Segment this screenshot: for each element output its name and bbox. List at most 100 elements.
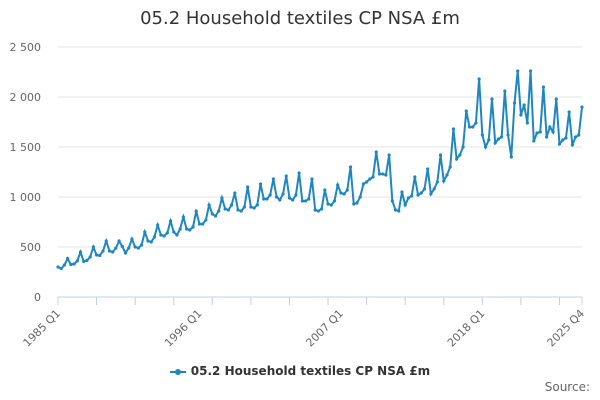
data-point bbox=[78, 250, 83, 254]
y-tick-label: 2 500 bbox=[10, 41, 42, 54]
y-tick-label: 0 bbox=[34, 291, 41, 304]
data-point bbox=[184, 227, 189, 231]
data-point bbox=[146, 239, 150, 243]
data-point bbox=[413, 175, 417, 179]
data-point bbox=[519, 113, 523, 117]
data-point bbox=[246, 185, 250, 189]
data-point bbox=[69, 262, 73, 267]
data-point bbox=[477, 77, 481, 81]
data-point bbox=[393, 208, 398, 212]
data-point bbox=[416, 193, 420, 197]
data-point bbox=[400, 190, 404, 194]
gridlines bbox=[58, 46, 582, 248]
data-point bbox=[62, 263, 67, 267]
data-point bbox=[445, 173, 449, 177]
y-axis-labels: 0 500 1 000 1 500 2 000 2 500 bbox=[10, 41, 42, 304]
data-point bbox=[500, 135, 504, 139]
data-point bbox=[451, 127, 456, 131]
data-point bbox=[461, 145, 465, 149]
data-point bbox=[165, 231, 169, 235]
y-tick-label: 2 000 bbox=[10, 91, 42, 104]
data-point bbox=[226, 208, 230, 212]
data-point bbox=[82, 259, 86, 264]
data-point bbox=[384, 173, 388, 177]
data-point bbox=[255, 203, 259, 207]
data-point bbox=[136, 246, 140, 250]
x-axis-labels: 1985 Q1 1996 Q1 2007 Q1 2018 Q1 2025 Q4 bbox=[21, 307, 588, 350]
data-point bbox=[91, 245, 95, 249]
data-point bbox=[249, 205, 253, 209]
data-point bbox=[220, 196, 224, 200]
data-point bbox=[426, 167, 430, 171]
data-point bbox=[371, 175, 375, 179]
data-point bbox=[194, 209, 198, 213]
data-point bbox=[365, 180, 369, 184]
data-point bbox=[120, 244, 124, 249]
data-point bbox=[162, 234, 166, 238]
data-point bbox=[181, 215, 185, 219]
data-point bbox=[336, 183, 340, 187]
data-point bbox=[548, 125, 552, 129]
x-axis bbox=[57, 296, 583, 305]
data-point bbox=[390, 199, 394, 203]
data-point bbox=[123, 251, 128, 255]
data-point bbox=[435, 180, 439, 184]
data-point bbox=[358, 195, 362, 199]
data-point bbox=[143, 230, 147, 234]
x-tick-label: 1985 Q1 bbox=[21, 307, 64, 350]
data-point bbox=[307, 197, 311, 201]
data-point bbox=[541, 85, 546, 89]
data-point bbox=[111, 250, 115, 254]
data-point bbox=[320, 207, 324, 211]
chart-title: 05.2 Household textiles CP NSA £m bbox=[140, 8, 460, 29]
data-point bbox=[262, 197, 266, 201]
data-point bbox=[287, 196, 292, 200]
data-point bbox=[509, 155, 513, 159]
data-point bbox=[117, 239, 121, 243]
data-point bbox=[114, 246, 118, 250]
data-point bbox=[323, 188, 327, 192]
data-point bbox=[483, 145, 488, 149]
data-point bbox=[107, 249, 112, 253]
data-point bbox=[532, 139, 536, 143]
data-point bbox=[554, 97, 558, 101]
data-point bbox=[204, 218, 208, 222]
data-point bbox=[467, 125, 472, 129]
data-point bbox=[567, 110, 571, 114]
data-point bbox=[490, 97, 494, 101]
data-point bbox=[98, 253, 102, 258]
data-point bbox=[258, 182, 263, 186]
data-point bbox=[557, 142, 562, 146]
data-point bbox=[442, 179, 446, 183]
data-point bbox=[213, 214, 218, 218]
data-point bbox=[278, 198, 282, 202]
data-point bbox=[310, 177, 314, 181]
data-point bbox=[573, 135, 578, 139]
legend[interactable]: 05.2 Household textiles CP NSA £m bbox=[0, 364, 600, 378]
data-point bbox=[326, 202, 330, 206]
data-point bbox=[561, 138, 565, 142]
data-point bbox=[236, 208, 240, 212]
data-point bbox=[406, 196, 410, 200]
data-point bbox=[332, 199, 337, 203]
series-markers bbox=[56, 69, 584, 271]
source-credits[interactable]: Source: bbox=[544, 380, 590, 394]
data-point bbox=[300, 199, 304, 203]
data-point bbox=[410, 194, 414, 198]
data-point bbox=[506, 133, 510, 137]
data-point bbox=[471, 125, 475, 129]
data-point bbox=[201, 222, 205, 226]
data-point bbox=[458, 153, 462, 157]
data-point bbox=[188, 228, 192, 232]
data-point bbox=[355, 201, 359, 205]
data-point bbox=[230, 203, 234, 207]
x-tick-label: 2018 Q1 bbox=[445, 307, 488, 350]
data-point bbox=[294, 193, 298, 197]
data-point bbox=[464, 109, 468, 113]
x-tick-label: 2007 Q1 bbox=[303, 307, 346, 350]
data-point bbox=[178, 227, 182, 231]
data-point bbox=[545, 135, 549, 139]
data-point bbox=[239, 209, 243, 213]
data-point bbox=[56, 265, 60, 269]
data-point bbox=[374, 150, 378, 154]
